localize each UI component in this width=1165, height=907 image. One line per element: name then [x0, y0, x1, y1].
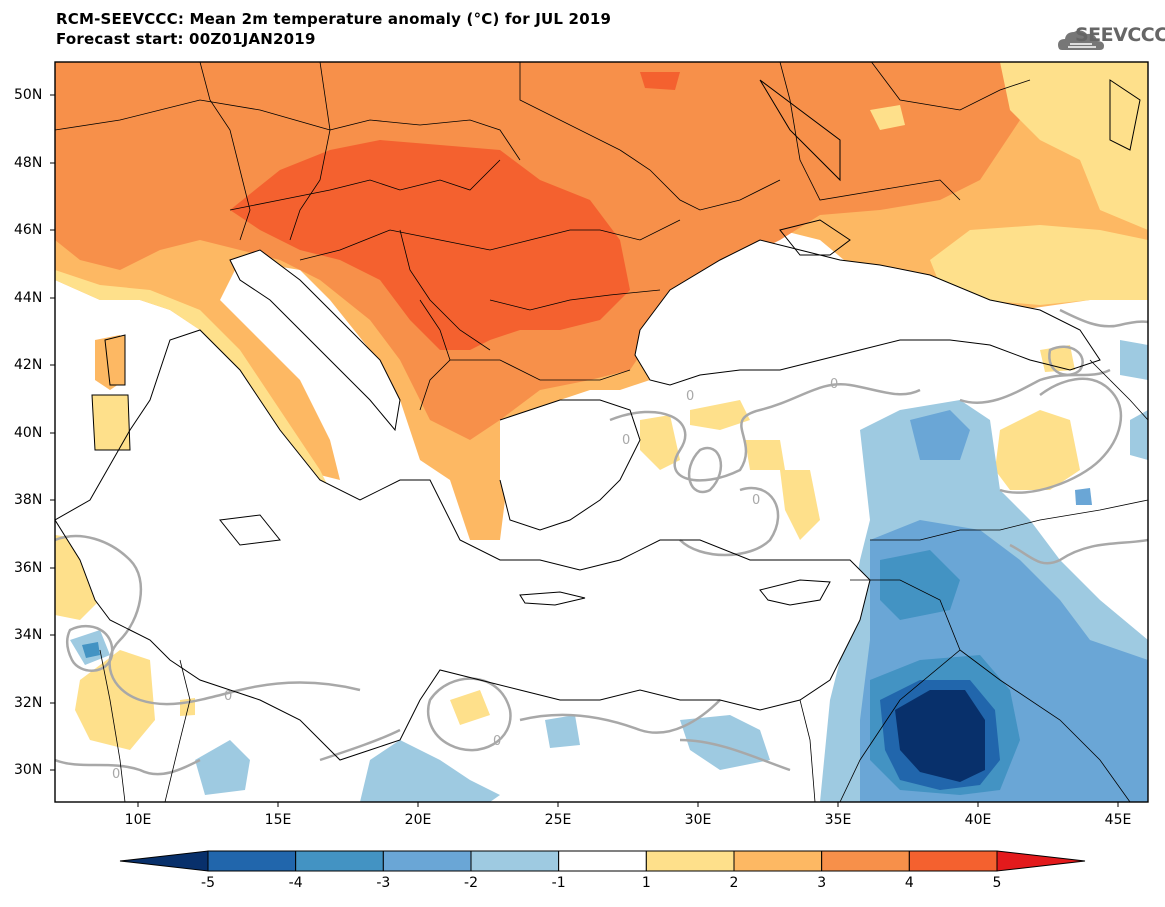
colorbar-cell — [996, 850, 1086, 872]
colorbar-label: 4 — [904, 875, 914, 891]
lon-label: 45E — [1104, 812, 1132, 828]
lon-label: 25E — [544, 812, 572, 828]
colorbar-cell — [470, 850, 560, 872]
colorbar-cell — [733, 850, 823, 872]
logo-text: SEEVCCC — [1075, 24, 1165, 46]
lon-label: 15E — [264, 812, 292, 828]
black-sea — [635, 240, 1100, 385]
colorbar-label: -4 — [288, 875, 303, 891]
colorbar-cell — [119, 850, 209, 872]
lat-label: 50N — [14, 87, 43, 103]
forecast-start: Forecast start: 00Z01JAN2019 — [56, 30, 316, 48]
lat-label: 48N — [14, 155, 43, 171]
lat-label: 30N — [14, 762, 43, 778]
lat-label: 40N — [14, 425, 43, 441]
lon-label: 10E — [124, 812, 152, 828]
lat-label: 32N — [14, 695, 43, 711]
contour-label: 0 — [752, 493, 760, 508]
contour-label: 0 — [622, 433, 630, 448]
colorbar-label: 1 — [641, 875, 651, 891]
map-title: RCM-SEEVCCC: Mean 2m temperature anomaly… — [56, 10, 612, 28]
colorbar-label: -5 — [201, 875, 215, 891]
colorbar-label: -3 — [376, 875, 391, 891]
lon-label: 20E — [404, 812, 432, 828]
contour-label: 0 — [686, 389, 694, 404]
contour-label: 0 — [493, 734, 501, 749]
cloud-icon — [1058, 30, 1104, 50]
colorbar-label: -2 — [464, 875, 478, 891]
lon-label: 35E — [824, 812, 852, 828]
adriatic-sea — [230, 250, 400, 430]
colorbar-cell — [295, 850, 384, 872]
lat-label: 36N — [14, 560, 43, 576]
contour-label: 0 — [830, 377, 838, 392]
colorbar-cell — [645, 850, 735, 872]
contour-label: 0 — [112, 767, 120, 782]
lat-label: 34N — [14, 627, 43, 643]
colorbar-cell — [908, 850, 998, 872]
colorbar-label: -1 — [551, 875, 566, 891]
colorbar-cell — [382, 850, 472, 872]
contour-label: 0 — [224, 689, 232, 704]
lon-label: 30E — [684, 812, 712, 828]
colorbar-cell — [821, 850, 910, 872]
lat-label: 44N — [14, 290, 43, 306]
lat-label: 42N — [14, 357, 43, 373]
colorbar — [119, 850, 1086, 872]
lat-label: 38N — [14, 492, 43, 508]
colorbar-label: 2 — [729, 875, 739, 891]
colorbar-cell — [207, 850, 297, 872]
colorbar-label: 5 — [992, 875, 1002, 891]
lat-label: 46N — [14, 222, 43, 238]
lon-label: 40E — [964, 812, 992, 828]
mediterranean-sea — [55, 330, 870, 760]
colorbar-label: 3 — [817, 875, 827, 891]
colorbar-cell — [558, 850, 647, 872]
